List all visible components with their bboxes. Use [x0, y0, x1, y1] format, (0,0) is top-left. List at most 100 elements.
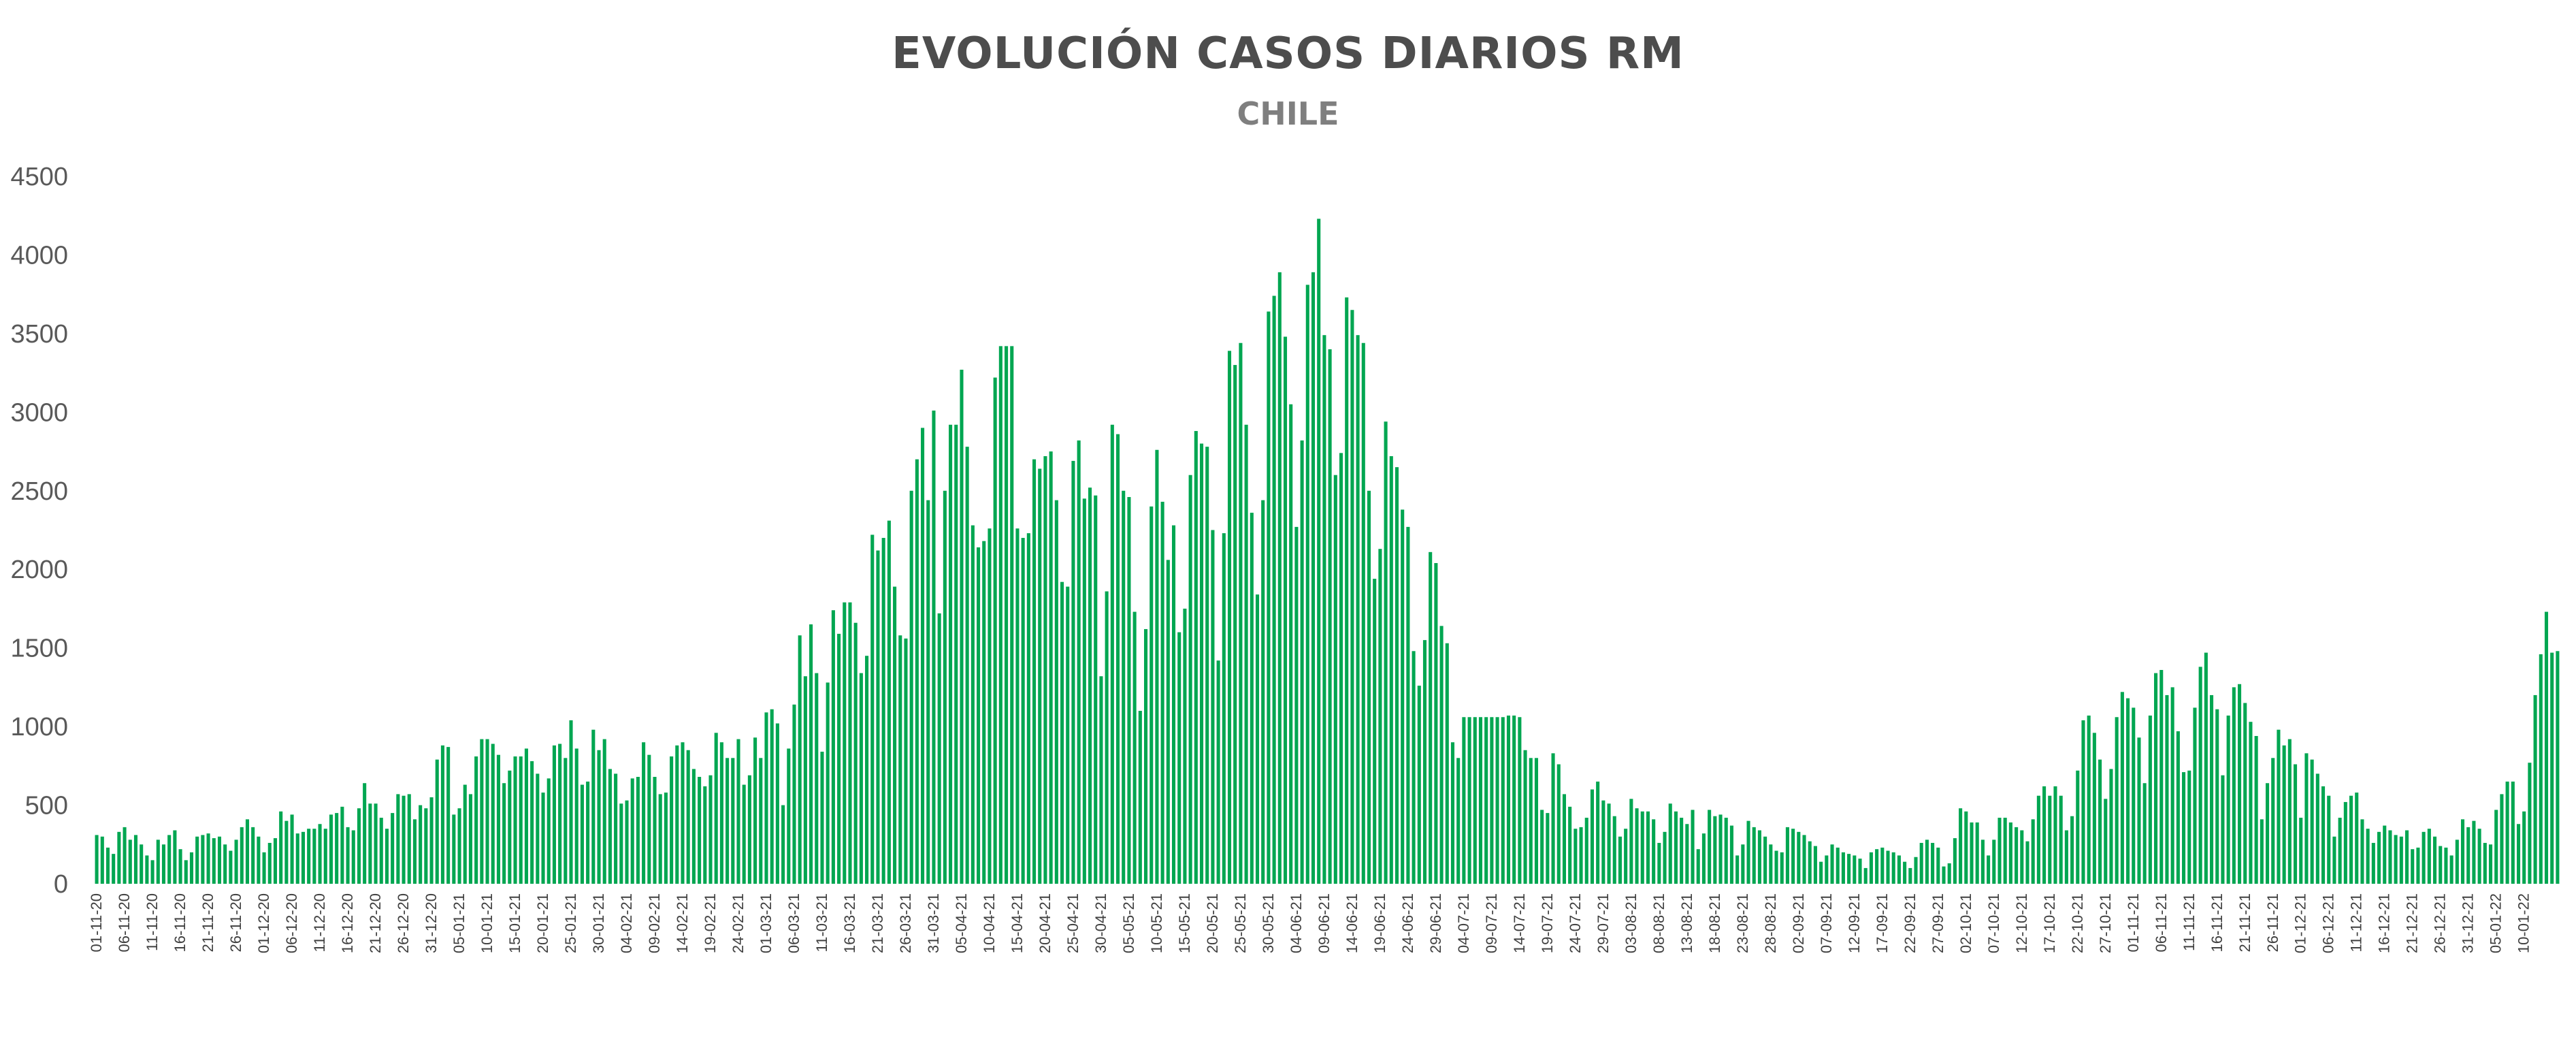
x-tick-label: 26-11-21	[2264, 893, 2281, 952]
x-tick-label: 08-08-21	[1650, 893, 1667, 953]
x-tick-label: 26-12-21	[2432, 893, 2449, 953]
bar	[2439, 846, 2443, 884]
bar	[1518, 717, 1522, 884]
bar	[1183, 608, 1187, 884]
bar	[1696, 849, 1700, 884]
bar	[1579, 827, 1583, 884]
x-tick-label: 06-11-20	[116, 893, 133, 952]
bar	[1574, 829, 1578, 884]
bar	[1328, 349, 1332, 884]
x-tick-label: 05-05-21	[1120, 893, 1137, 953]
bar	[1791, 829, 1795, 884]
x-tick-label: 16-11-21	[2208, 893, 2226, 952]
bar	[1863, 867, 1868, 884]
bar	[335, 813, 339, 884]
bar	[452, 814, 456, 884]
bar	[2299, 818, 2303, 884]
x-tick-label: 12-10-21	[2013, 893, 2030, 953]
bar	[781, 805, 785, 884]
bar	[1077, 440, 1081, 884]
bar	[1066, 586, 1070, 884]
bar	[1267, 311, 1271, 884]
bar	[1434, 562, 1438, 884]
bar	[703, 786, 707, 884]
bar	[1021, 538, 1025, 884]
bar	[1412, 651, 1416, 884]
bar	[1199, 443, 1204, 884]
bar	[664, 793, 668, 884]
bar	[1060, 581, 1064, 884]
bar	[809, 624, 813, 884]
bar	[2271, 758, 2275, 884]
x-tick-label: 06-03-21	[785, 893, 802, 953]
bar	[848, 602, 852, 884]
x-tick-label: 20-05-21	[1204, 893, 1221, 953]
bar	[1205, 447, 1209, 884]
bar	[943, 490, 947, 884]
bar	[2494, 810, 2498, 884]
bar	[1908, 867, 1912, 884]
y-tick-label: 500	[25, 792, 68, 820]
bar	[597, 750, 601, 884]
bar	[2483, 842, 2487, 884]
bar	[1886, 850, 1890, 884]
bar	[1769, 844, 1773, 884]
x-tick-label: 30-04-21	[1092, 893, 1109, 953]
bar	[524, 748, 528, 884]
bar	[1880, 847, 1885, 884]
bar	[2511, 781, 2515, 884]
bar	[2249, 722, 2253, 884]
bar	[468, 794, 472, 884]
bar	[1724, 818, 1728, 884]
bar	[128, 840, 132, 884]
bar	[1456, 758, 1461, 884]
bar	[385, 829, 389, 884]
bar	[2042, 786, 2047, 884]
bar	[536, 773, 540, 884]
bar	[564, 758, 568, 884]
bar	[1110, 424, 1114, 884]
bar	[1389, 455, 1393, 884]
bar	[1546, 813, 1550, 884]
bar	[2422, 831, 2426, 884]
x-tick-label: 26-03-21	[897, 893, 914, 953]
bar	[2338, 818, 2342, 884]
bar	[1255, 594, 1260, 884]
bar	[2104, 799, 2108, 884]
bar	[1311, 272, 1316, 884]
bar	[642, 742, 646, 884]
bar	[870, 534, 875, 884]
bar	[1847, 854, 1851, 884]
bar	[1652, 819, 1656, 884]
bar	[1808, 841, 1812, 884]
bar	[792, 704, 796, 884]
bar	[1746, 820, 1750, 884]
bar	[580, 784, 584, 884]
bar	[803, 676, 807, 884]
bar	[619, 803, 623, 884]
bar	[998, 346, 1002, 884]
bar	[2488, 844, 2493, 884]
bar	[2550, 652, 2554, 884]
bar	[2165, 694, 2169, 884]
bar	[2148, 715, 2152, 884]
bar	[1914, 857, 1918, 884]
x-tick-label: 01-11-20	[88, 893, 105, 952]
bar	[1105, 591, 1109, 884]
bar	[876, 550, 880, 884]
bar	[1841, 852, 1845, 884]
bar	[1478, 717, 1483, 884]
bar	[1026, 533, 1030, 884]
bar	[2343, 801, 2347, 884]
x-tick-label: 11-12-21	[2348, 893, 2365, 952]
bar	[753, 737, 757, 884]
bar	[1143, 628, 1148, 884]
bar	[212, 838, 216, 884]
bar	[731, 758, 735, 884]
bar	[1115, 434, 1120, 884]
bar	[2544, 611, 2549, 884]
bar	[1233, 365, 1237, 884]
bar	[960, 369, 964, 884]
bar	[982, 541, 986, 884]
